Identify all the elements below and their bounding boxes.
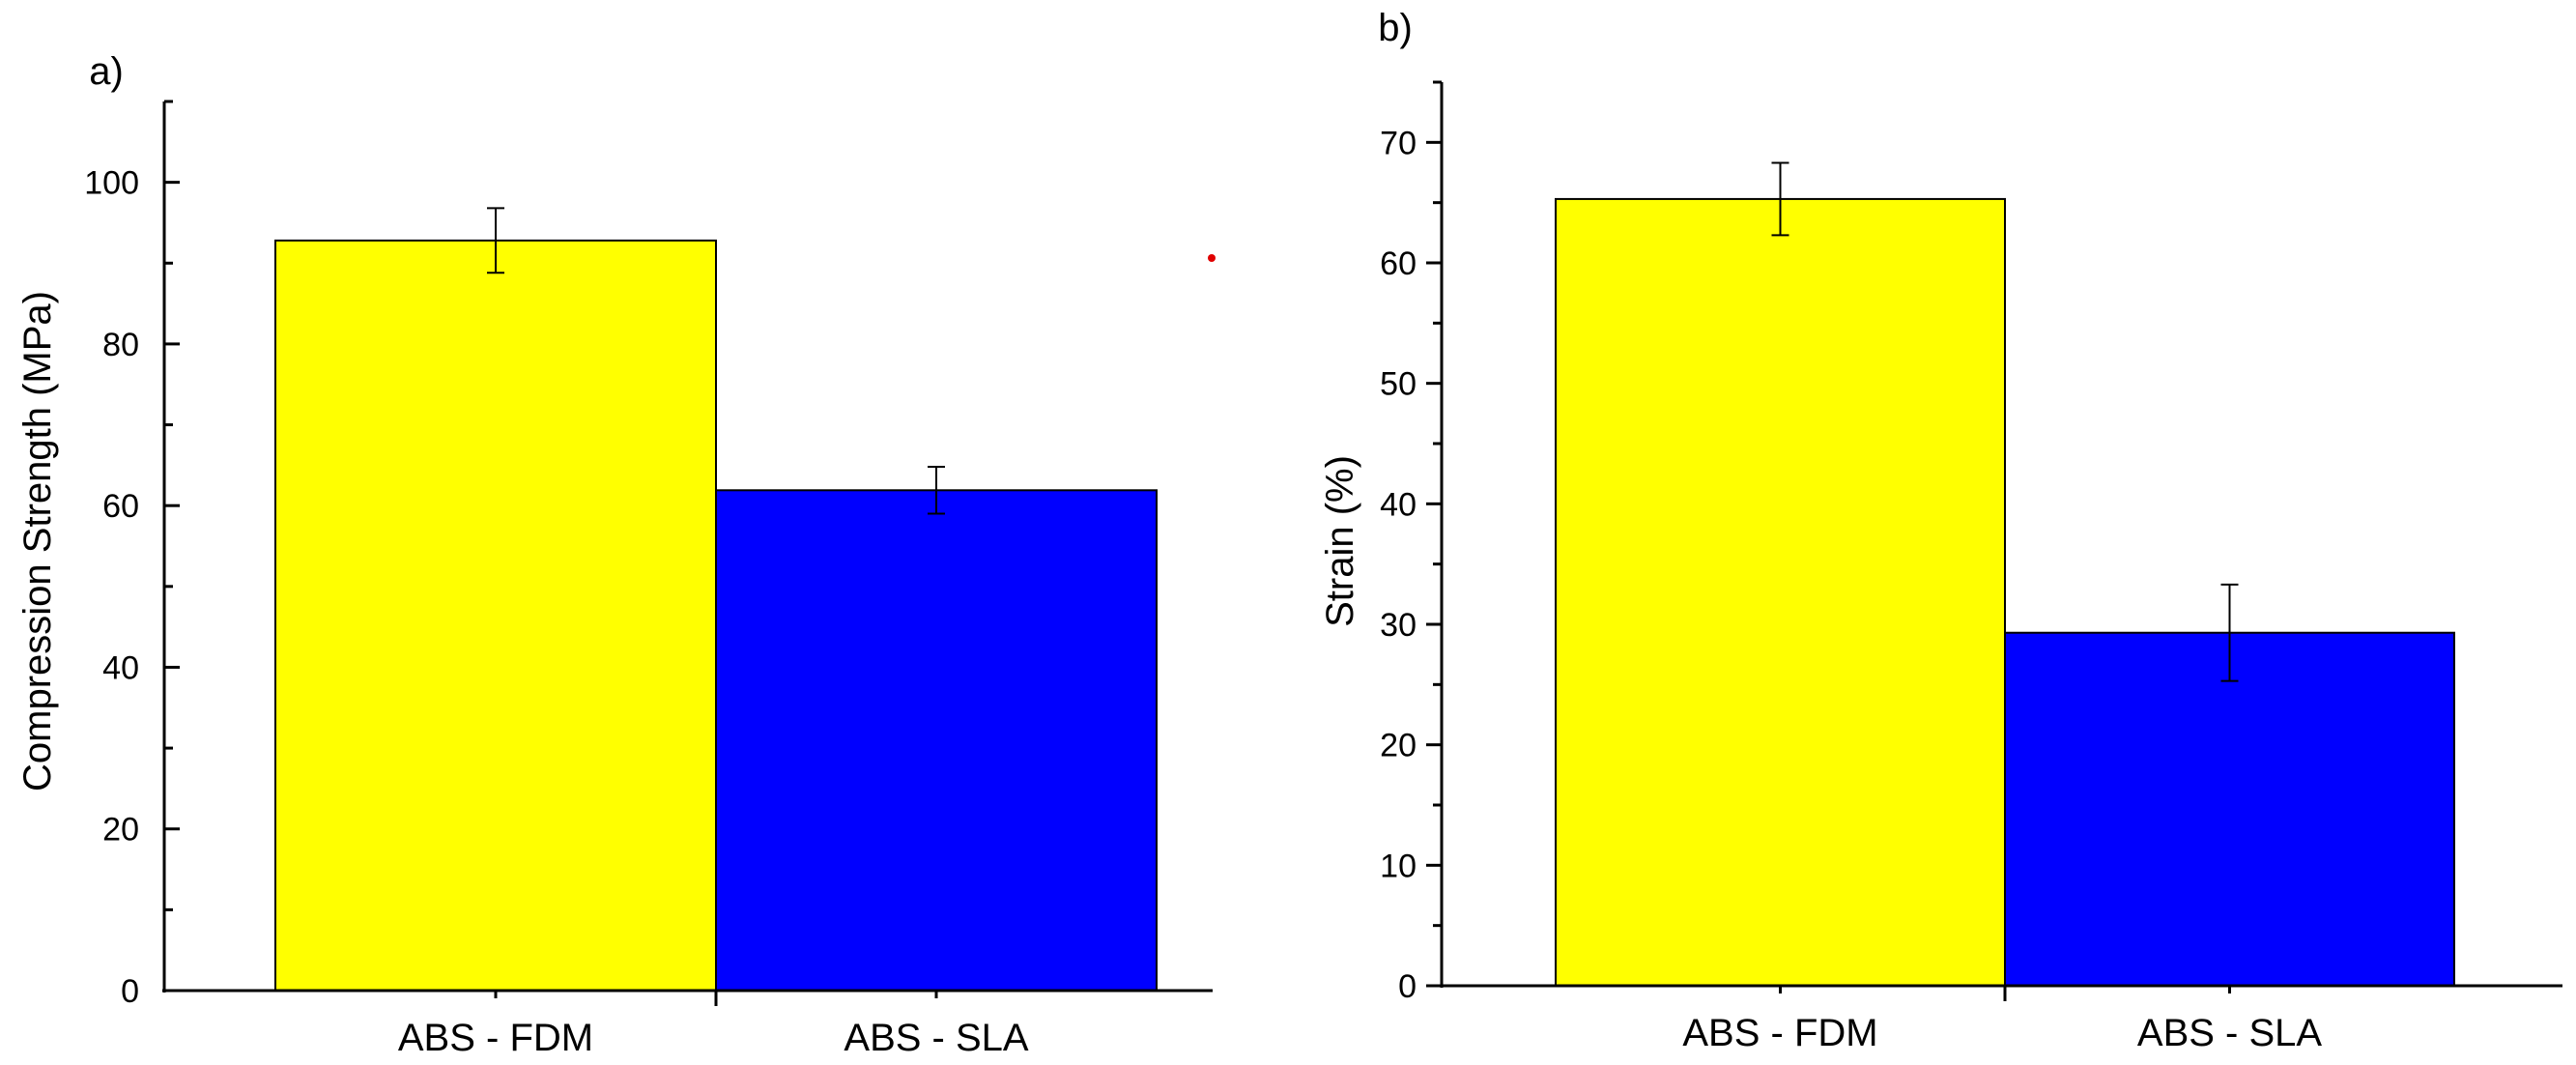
error-bar-2	[2220, 583, 2239, 682]
bar-2	[2004, 631, 2455, 988]
chart-strain: 0 10 20 30 40 50 60 70 ABS - FDM ABS - SLA Strain …	[1319, 7, 2562, 1054]
bar-1	[274, 239, 717, 992]
stray-red-dot	[1208, 254, 1216, 262]
chart-compression-strength: 0 20 40 60 80 100 ABS - FDM ABS - SLA Compressio…	[16, 50, 1213, 1059]
x-category-label: ABS - FDM	[1682, 1012, 1877, 1054]
y-tick-label: 30	[1380, 607, 1417, 644]
y-tick-label: 0	[121, 973, 139, 1010]
y-tick-label: 10	[1380, 848, 1417, 884]
x-category-label: ABS - SLA	[2137, 1012, 2323, 1054]
y-tick-label: 40	[1380, 486, 1417, 523]
y-tick-label: 20	[102, 812, 139, 849]
y-axis-title: Compression Strength (MPa)	[16, 291, 59, 792]
panel-label: b)	[1378, 7, 1413, 49]
y-tick-label: 60	[1380, 245, 1417, 282]
y-tick-label: 80	[102, 327, 139, 363]
error-bar-1	[487, 207, 504, 274]
y-axis-title: Strain (%)	[1319, 455, 1361, 627]
y-tick-label: 50	[1380, 366, 1417, 403]
error-bar-2	[928, 466, 945, 515]
y-tick-label: 100	[84, 165, 139, 202]
y-tick-label: 40	[102, 649, 139, 686]
y-tick-label: 70	[1380, 125, 1417, 161]
y-tick-label: 60	[102, 488, 139, 525]
x-category-label: ABS - SLA	[844, 1017, 1029, 1059]
error-bar-1	[1771, 161, 1789, 237]
bar-2	[715, 489, 1158, 993]
panel-label: a)	[89, 50, 124, 93]
x-category-label: ABS - FDM	[398, 1017, 593, 1059]
y-tick-label: 0	[1398, 968, 1417, 1005]
bar-1	[1555, 197, 2006, 987]
y-tick-label: 20	[1380, 728, 1417, 764]
